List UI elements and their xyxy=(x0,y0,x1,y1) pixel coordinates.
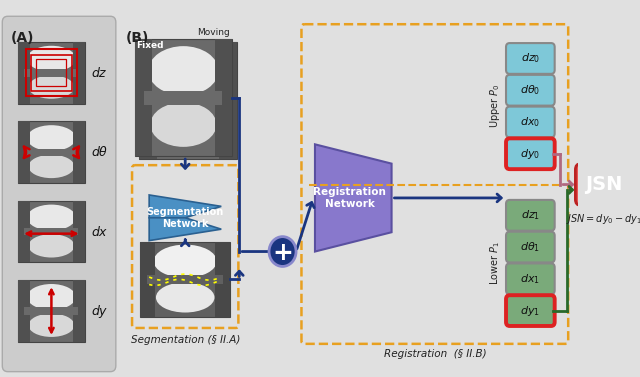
FancyBboxPatch shape xyxy=(506,138,555,169)
Text: $dz_1$: $dz_1$ xyxy=(521,208,540,222)
Ellipse shape xyxy=(150,103,216,147)
Bar xyxy=(18,201,30,262)
Text: +: + xyxy=(272,241,293,265)
Text: $dz$: $dz$ xyxy=(91,66,108,80)
Text: Segmentation
Network: Segmentation Network xyxy=(147,207,224,228)
Bar xyxy=(31,55,72,91)
Text: $dy_1$: $dy_1$ xyxy=(520,303,540,317)
Bar xyxy=(145,90,222,105)
Bar xyxy=(140,42,237,159)
Bar xyxy=(214,39,232,156)
Bar xyxy=(18,42,30,104)
Ellipse shape xyxy=(27,205,76,230)
Bar xyxy=(18,42,85,104)
FancyBboxPatch shape xyxy=(506,200,555,231)
Polygon shape xyxy=(149,218,221,241)
Text: $d\theta_0$: $d\theta_0$ xyxy=(520,83,540,97)
Ellipse shape xyxy=(28,75,74,99)
Text: Lower $P_1$: Lower $P_1$ xyxy=(488,241,502,285)
Bar xyxy=(140,242,156,317)
Text: $dy$: $dy$ xyxy=(91,303,108,320)
Bar xyxy=(24,228,79,235)
Text: $dx_0$: $dx_0$ xyxy=(520,115,540,129)
Polygon shape xyxy=(149,195,221,218)
Bar xyxy=(149,93,227,108)
Ellipse shape xyxy=(27,284,76,310)
FancyBboxPatch shape xyxy=(506,295,555,326)
Bar xyxy=(24,149,79,156)
Text: $d\theta$: $d\theta$ xyxy=(91,145,108,159)
Text: $dz_0$: $dz_0$ xyxy=(521,52,540,65)
Text: $JSN = dy_0 - dy_1$: $JSN = dy_0 - dy_1$ xyxy=(566,212,640,226)
FancyBboxPatch shape xyxy=(506,264,555,294)
Text: Segmentation (§ II.A): Segmentation (§ II.A) xyxy=(131,335,240,345)
Bar xyxy=(18,121,30,183)
Text: (B): (B) xyxy=(125,31,149,45)
Text: $dx_1$: $dx_1$ xyxy=(520,272,540,286)
Bar xyxy=(73,121,85,183)
Circle shape xyxy=(269,237,296,267)
Polygon shape xyxy=(315,144,392,251)
Text: Upper $P_0$: Upper $P_0$ xyxy=(488,84,502,128)
Bar xyxy=(24,69,79,77)
Ellipse shape xyxy=(156,282,214,313)
Bar xyxy=(73,201,85,262)
FancyBboxPatch shape xyxy=(506,107,555,137)
Text: $dx$: $dx$ xyxy=(91,225,108,239)
Bar xyxy=(24,307,79,315)
Bar xyxy=(140,42,157,159)
Bar xyxy=(18,280,30,342)
Ellipse shape xyxy=(28,155,74,178)
Bar xyxy=(140,242,230,317)
Ellipse shape xyxy=(155,105,221,150)
Bar xyxy=(219,42,237,159)
Ellipse shape xyxy=(27,46,76,72)
FancyBboxPatch shape xyxy=(506,43,555,74)
FancyBboxPatch shape xyxy=(575,164,633,205)
Text: JSN: JSN xyxy=(586,175,623,194)
Bar xyxy=(73,280,85,342)
Text: Registration  (§ II.B): Registration (§ II.B) xyxy=(383,349,486,359)
Bar xyxy=(36,59,67,86)
Bar xyxy=(147,275,223,284)
Bar xyxy=(18,121,85,183)
Ellipse shape xyxy=(148,46,218,95)
Ellipse shape xyxy=(154,245,217,278)
Bar xyxy=(215,242,230,317)
Bar xyxy=(18,280,85,342)
Bar xyxy=(135,39,232,156)
Ellipse shape xyxy=(28,234,74,257)
Bar xyxy=(18,201,85,262)
Text: Registration
Network: Registration Network xyxy=(313,187,386,209)
Bar xyxy=(26,49,77,97)
Text: $d\theta_1$: $d\theta_1$ xyxy=(520,240,540,254)
Text: (A): (A) xyxy=(10,31,34,45)
FancyBboxPatch shape xyxy=(506,75,555,106)
Text: Moving: Moving xyxy=(198,28,230,37)
Bar xyxy=(73,42,85,104)
FancyBboxPatch shape xyxy=(506,232,555,262)
Bar xyxy=(135,39,152,156)
FancyBboxPatch shape xyxy=(3,16,116,372)
Text: $dy_0$: $dy_0$ xyxy=(520,147,540,161)
Ellipse shape xyxy=(27,125,76,151)
Text: Fixed: Fixed xyxy=(136,41,164,50)
Ellipse shape xyxy=(28,314,74,337)
Ellipse shape xyxy=(153,49,223,98)
